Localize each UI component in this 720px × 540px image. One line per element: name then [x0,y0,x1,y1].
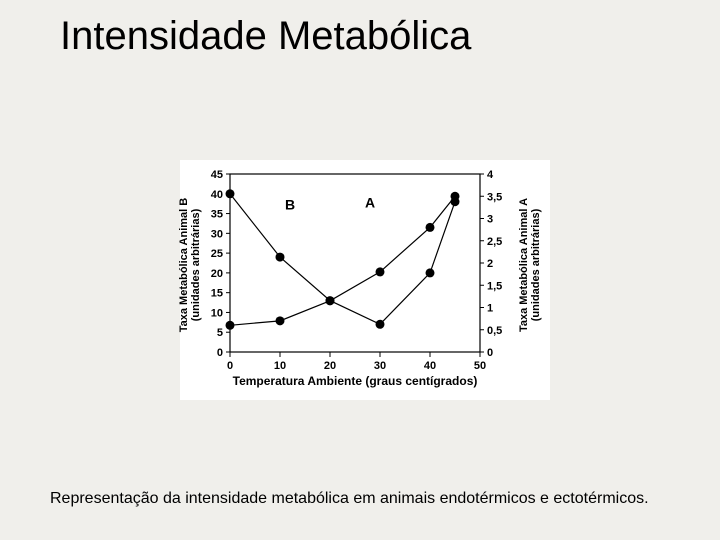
svg-text:15: 15 [211,288,223,300]
chart: 0102030405005101520253035404500,511,522,… [180,160,550,400]
svg-text:10: 10 [274,360,286,372]
x-axis-label: Temperatura Ambiente (graus centígrados) [230,374,480,388]
svg-text:35: 35 [211,209,223,221]
svg-text:A: A [365,194,375,210]
svg-text:40: 40 [424,360,436,372]
svg-text:40: 40 [211,189,223,201]
chart-svg: 0102030405005101520253035404500,511,522,… [180,160,550,400]
svg-text:3: 3 [487,214,493,226]
svg-text:30: 30 [374,360,386,372]
svg-text:2: 2 [487,258,493,270]
svg-text:B: B [285,197,295,213]
svg-text:0: 0 [227,360,233,372]
svg-text:0: 0 [487,347,493,359]
svg-text:0,5: 0,5 [487,325,502,337]
y-axis-right-label: Taxa Metabólica Animal A (unidades arbit… [518,185,542,345]
svg-text:5: 5 [217,327,223,339]
svg-text:20: 20 [211,268,223,280]
svg-text:25: 25 [211,248,223,260]
svg-text:2,5: 2,5 [487,236,502,248]
svg-text:4: 4 [487,169,494,181]
page-title: Intensidade Metabólica [60,14,471,59]
svg-text:45: 45 [211,169,223,181]
svg-text:0: 0 [217,347,223,359]
svg-text:1,5: 1,5 [487,280,502,292]
caption: Representação da intensidade metabólica … [50,489,670,510]
svg-text:1: 1 [487,303,493,315]
svg-text:50: 50 [474,360,486,372]
svg-text:20: 20 [324,360,336,372]
svg-text:3,5: 3,5 [487,191,502,203]
svg-text:30: 30 [211,228,223,240]
y-axis-left-label: Taxa Metabólica Animal B (unidades arbit… [178,185,202,345]
svg-text:10: 10 [211,307,223,319]
